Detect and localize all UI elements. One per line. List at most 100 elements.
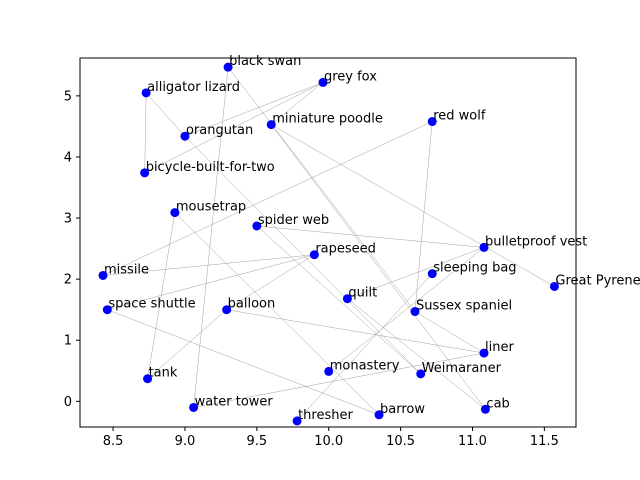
- point-monastery: [324, 366, 334, 376]
- point-label-tank: tank: [149, 366, 178, 381]
- edge-mousetrap-tank: [147, 212, 176, 379]
- point-cab: [480, 404, 490, 414]
- edge-red-wolf-sussex-spaniel: [414, 121, 433, 312]
- x-tick-label: 9.5: [246, 434, 267, 449]
- y-tick-label: 2: [64, 273, 72, 288]
- point-orangutan: [180, 131, 190, 141]
- x-tick-label: 9.0: [175, 434, 196, 449]
- edge-miniature-poodle-great-pyrenees: [271, 124, 555, 287]
- point-label-thresher: thresher: [298, 408, 353, 423]
- y-tick-label: 1: [64, 334, 72, 349]
- edge-balloon-tank: [147, 309, 227, 379]
- point-label-red-wolf: red wolf: [433, 109, 486, 124]
- point-label-mousetrap: mousetrap: [176, 200, 246, 215]
- point-label-alligator-lizard: alligator lizard: [147, 80, 240, 95]
- x-tick-label: 10.0: [314, 434, 343, 449]
- point-label-miniature-poodle: miniature poodle: [272, 112, 383, 127]
- point-sleeping-bag: [427, 269, 437, 279]
- point-black-swan: [223, 62, 233, 72]
- point-label-orangutan: orangutan: [186, 123, 253, 138]
- point-label-sussex-spaniel: Sussex spaniel: [416, 299, 512, 314]
- edge-grey-fox-bicycle-built-for-two: [144, 82, 324, 174]
- point-label-black-swan: black swan: [229, 54, 301, 69]
- y-tick-label: 5: [64, 89, 72, 104]
- edge-alligator-lizard-orangutan: [145, 92, 186, 137]
- point-label-water-tower: water tower: [195, 394, 274, 409]
- point-water-tower: [189, 402, 199, 412]
- point-tank: [143, 374, 153, 384]
- points-layer: [98, 62, 559, 426]
- point-rapeseed: [309, 250, 319, 260]
- y-tick-label: 0: [64, 395, 72, 410]
- edge-red-wolf-missile: [102, 121, 433, 276]
- edge-miniature-poodle-cab: [271, 124, 486, 410]
- point-label-space-shuttle: space shuttle: [108, 297, 195, 312]
- edge-rapeseed-space-shuttle: [107, 254, 315, 310]
- point-sussex-spaniel: [410, 307, 420, 317]
- point-label-liner: liner: [485, 340, 514, 355]
- y-axis-ticks: 0 1 2 3 4 5: [64, 89, 80, 410]
- edge-grey-fox-miniature-poodle: [271, 82, 324, 125]
- point-label-grey-fox: grey fox: [324, 69, 377, 84]
- point-barrow: [374, 410, 384, 420]
- point-label-spider-web: spider web: [258, 213, 329, 228]
- edge-rapeseed-balloon: [226, 254, 315, 310]
- point-label-balloon: balloon: [228, 297, 276, 312]
- edge-balloon-liner: [226, 309, 485, 354]
- point-spider-web: [252, 221, 262, 231]
- edge-orangutan-weimaraner: [184, 136, 421, 375]
- point-labels-layer: black swan grey fox alligator lizard miniat…: [104, 54, 640, 423]
- point-label-rapeseed: rapeseed: [315, 242, 376, 257]
- point-weimaraner: [416, 369, 426, 379]
- point-thresher: [292, 416, 302, 426]
- point-bicycle-built-for-two: [140, 168, 150, 178]
- edge-quilt-cab: [347, 298, 486, 410]
- edge-sussex-spaniel-liner: [414, 311, 485, 354]
- point-label-quilt: quilt: [348, 286, 377, 301]
- edge-black-swan-water-tower: [193, 67, 229, 408]
- point-great-pyrenees: [549, 281, 559, 291]
- y-tick-label: 3: [64, 212, 72, 227]
- edge-bulletproof-vest-monastery: [328, 247, 485, 372]
- point-missile: [98, 270, 108, 280]
- point-bulletproof-vest: [479, 242, 489, 252]
- point-quilt: [342, 294, 352, 304]
- edge-mousetrap-barrow: [174, 212, 380, 415]
- edges-layer: [102, 67, 555, 422]
- x-axis-ticks: 8.5 9.0 9.5 10.0 10.5 11.0 11.5: [103, 427, 559, 449]
- edge-alligator-lizard-bicycle-built-for-two: [144, 92, 147, 173]
- point-label-weimaraner: Weimaraner: [422, 361, 502, 376]
- point-miniature-poodle: [266, 120, 276, 130]
- point-label-bulletproof-vest: bulletproof vest: [485, 234, 587, 249]
- edge-spider-web-weimaraner: [256, 225, 421, 375]
- point-label-bicycle-built-for-two: bicycle-built-for-two: [146, 160, 275, 175]
- x-tick-label: 11.5: [530, 434, 559, 449]
- point-label-missile: missile: [104, 262, 149, 277]
- edge-bulletproof-vest-quilt: [347, 247, 485, 299]
- x-tick-label: 8.5: [103, 434, 124, 449]
- edge-sleeping-bag-thresher: [296, 273, 433, 422]
- point-mousetrap: [170, 208, 180, 218]
- point-label-monastery: monastery: [330, 358, 400, 373]
- edge-black-swan-sussex-spaniel: [227, 67, 416, 312]
- point-label-great-pyrenees: Great Pyrenees: [555, 273, 640, 288]
- edge-spider-web-bulletproof-vest: [256, 225, 485, 248]
- point-liner: [479, 348, 489, 358]
- point-red-wolf: [427, 117, 437, 127]
- point-label-barrow: barrow: [380, 402, 425, 417]
- x-tick-label: 11.0: [458, 434, 487, 449]
- y-tick-label: 4: [64, 150, 72, 165]
- edge-liner-water-tower: [193, 352, 485, 408]
- point-space-shuttle: [102, 305, 112, 315]
- edge-space-shuttle-barrow: [107, 309, 380, 416]
- plot-frame: [79, 57, 577, 428]
- x-tick-label: 10.5: [386, 434, 415, 449]
- edge-orangutan-grey-fox: [184, 82, 324, 137]
- point-alligator-lizard: [141, 88, 151, 98]
- point-balloon: [222, 305, 232, 315]
- edge-rapeseed-missile: [102, 254, 315, 276]
- point-label-cab: cab: [486, 396, 509, 411]
- point-grey-fox: [318, 77, 328, 87]
- point-label-sleeping-bag: sleeping bag: [433, 261, 516, 276]
